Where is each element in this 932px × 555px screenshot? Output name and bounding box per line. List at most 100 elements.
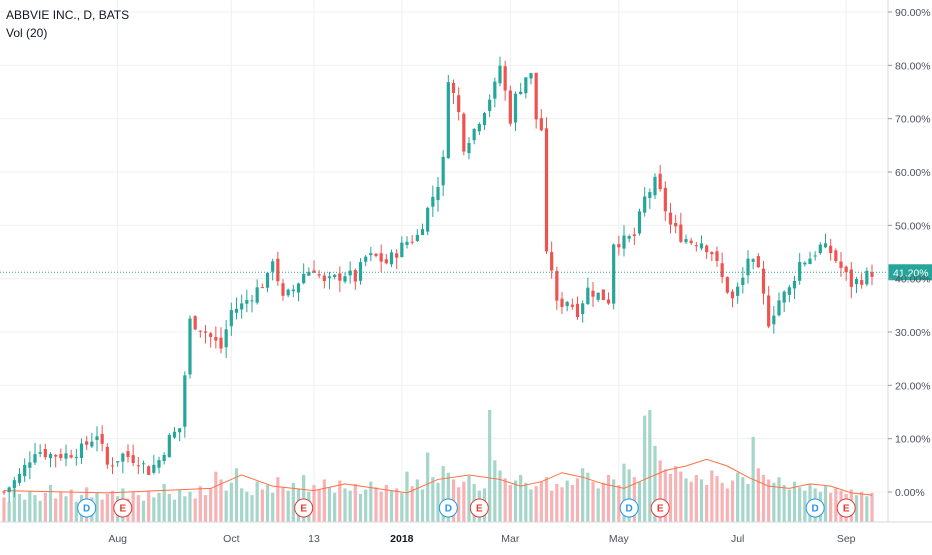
candle <box>761 260 766 305</box>
earnings-marker[interactable]: E <box>113 498 133 518</box>
volume-bar <box>110 490 115 522</box>
earnings-marker-circle <box>650 498 670 518</box>
candle-body <box>28 462 32 468</box>
candle <box>348 261 352 284</box>
volume-bar <box>462 481 466 522</box>
candle <box>2 490 6 495</box>
volume-bar <box>689 481 693 522</box>
candle-body <box>302 273 306 284</box>
volume-bar <box>322 479 326 522</box>
candle <box>353 268 357 290</box>
candle-body <box>488 99 492 111</box>
candle-body <box>462 113 466 152</box>
candle <box>431 185 435 217</box>
price-axis[interactable]: 90.00% 80.00% 70.00% 60.00% 50.00% 40.00% 30.0… <box>887 0 931 522</box>
earnings-marker[interactable]: E <box>469 498 489 518</box>
candle <box>183 371 187 438</box>
candle-body <box>343 276 347 282</box>
volume-bar <box>348 490 352 522</box>
candle <box>291 284 295 298</box>
dividend-marker-label: D <box>812 504 819 515</box>
volume-bar <box>327 487 332 522</box>
candle-body <box>2 491 6 493</box>
candle-body <box>503 66 507 91</box>
candle <box>787 284 791 303</box>
earnings-marker[interactable]: E <box>650 498 670 518</box>
candle <box>544 117 549 255</box>
candle-body <box>798 261 802 281</box>
candle-body <box>767 295 771 327</box>
volume-bar <box>59 491 63 522</box>
candle-body <box>384 259 388 264</box>
candle <box>684 234 688 244</box>
candle <box>95 426 99 452</box>
candle <box>79 438 84 464</box>
candle-body <box>12 480 16 488</box>
volume-bar <box>539 481 543 522</box>
candle <box>436 177 440 212</box>
volume-indicator-label[interactable]: Vol (20) <box>6 26 48 40</box>
volume-bar <box>172 499 177 522</box>
candle <box>245 289 249 313</box>
candle-body <box>772 315 776 325</box>
candle <box>209 331 213 348</box>
candle-body <box>632 234 636 236</box>
candle <box>141 460 146 474</box>
candle <box>736 282 740 304</box>
volume-bar <box>281 487 285 522</box>
dividend-marker[interactable]: D <box>619 498 639 518</box>
candle <box>539 109 543 132</box>
volume-bar <box>663 469 667 522</box>
candle <box>782 290 786 313</box>
volume-bar <box>188 491 192 522</box>
candle <box>234 297 239 320</box>
volume-bar <box>420 489 425 522</box>
candle-body <box>674 222 678 227</box>
candle <box>756 253 760 268</box>
candle-body <box>198 330 202 332</box>
time-tick-label: Aug <box>108 533 127 545</box>
candle-body <box>374 253 378 256</box>
dividend-marker[interactable]: D <box>77 498 97 518</box>
volume-bar <box>17 494 22 522</box>
earnings-marker-label: E <box>300 504 307 515</box>
volume-bar <box>741 477 745 522</box>
time-axis[interactable]: Aug Oct 13 2018 Mar May Jul Sep <box>0 521 932 545</box>
volume-bar <box>338 480 342 522</box>
candle <box>818 242 822 255</box>
volume-bar <box>446 472 450 522</box>
candle-body <box>751 259 755 262</box>
candle <box>524 77 528 99</box>
volume-bar <box>715 476 719 522</box>
candle-body <box>839 261 843 268</box>
candle <box>255 279 259 305</box>
candle-body <box>601 289 605 300</box>
candle <box>116 461 120 467</box>
volume-bar <box>694 474 698 522</box>
dividend-marker-label: D <box>626 504 633 515</box>
dividend-marker[interactable]: D <box>805 498 825 518</box>
volume-bar <box>756 468 760 522</box>
candle <box>508 85 512 127</box>
candle-body <box>193 316 197 330</box>
candle-body <box>64 453 68 459</box>
candle-body <box>756 256 760 268</box>
volume-bar <box>834 488 838 522</box>
candle-body <box>74 456 78 459</box>
candle <box>498 56 502 87</box>
earnings-marker[interactable]: E <box>294 498 314 518</box>
candle-body <box>870 272 874 277</box>
volume-bar <box>544 477 549 522</box>
candle-body <box>79 443 84 459</box>
price-tick-label: 20.00% <box>895 380 931 392</box>
symbol-title[interactable]: ABBVIE INC., D, BATS <box>6 8 130 22</box>
candle-body <box>152 464 156 473</box>
earnings-marker[interactable]: E <box>836 498 856 518</box>
volume-bar <box>147 490 151 522</box>
dividend-marker[interactable]: D <box>438 498 458 518</box>
dividend-marker-circle <box>805 498 825 518</box>
candle <box>601 289 605 301</box>
